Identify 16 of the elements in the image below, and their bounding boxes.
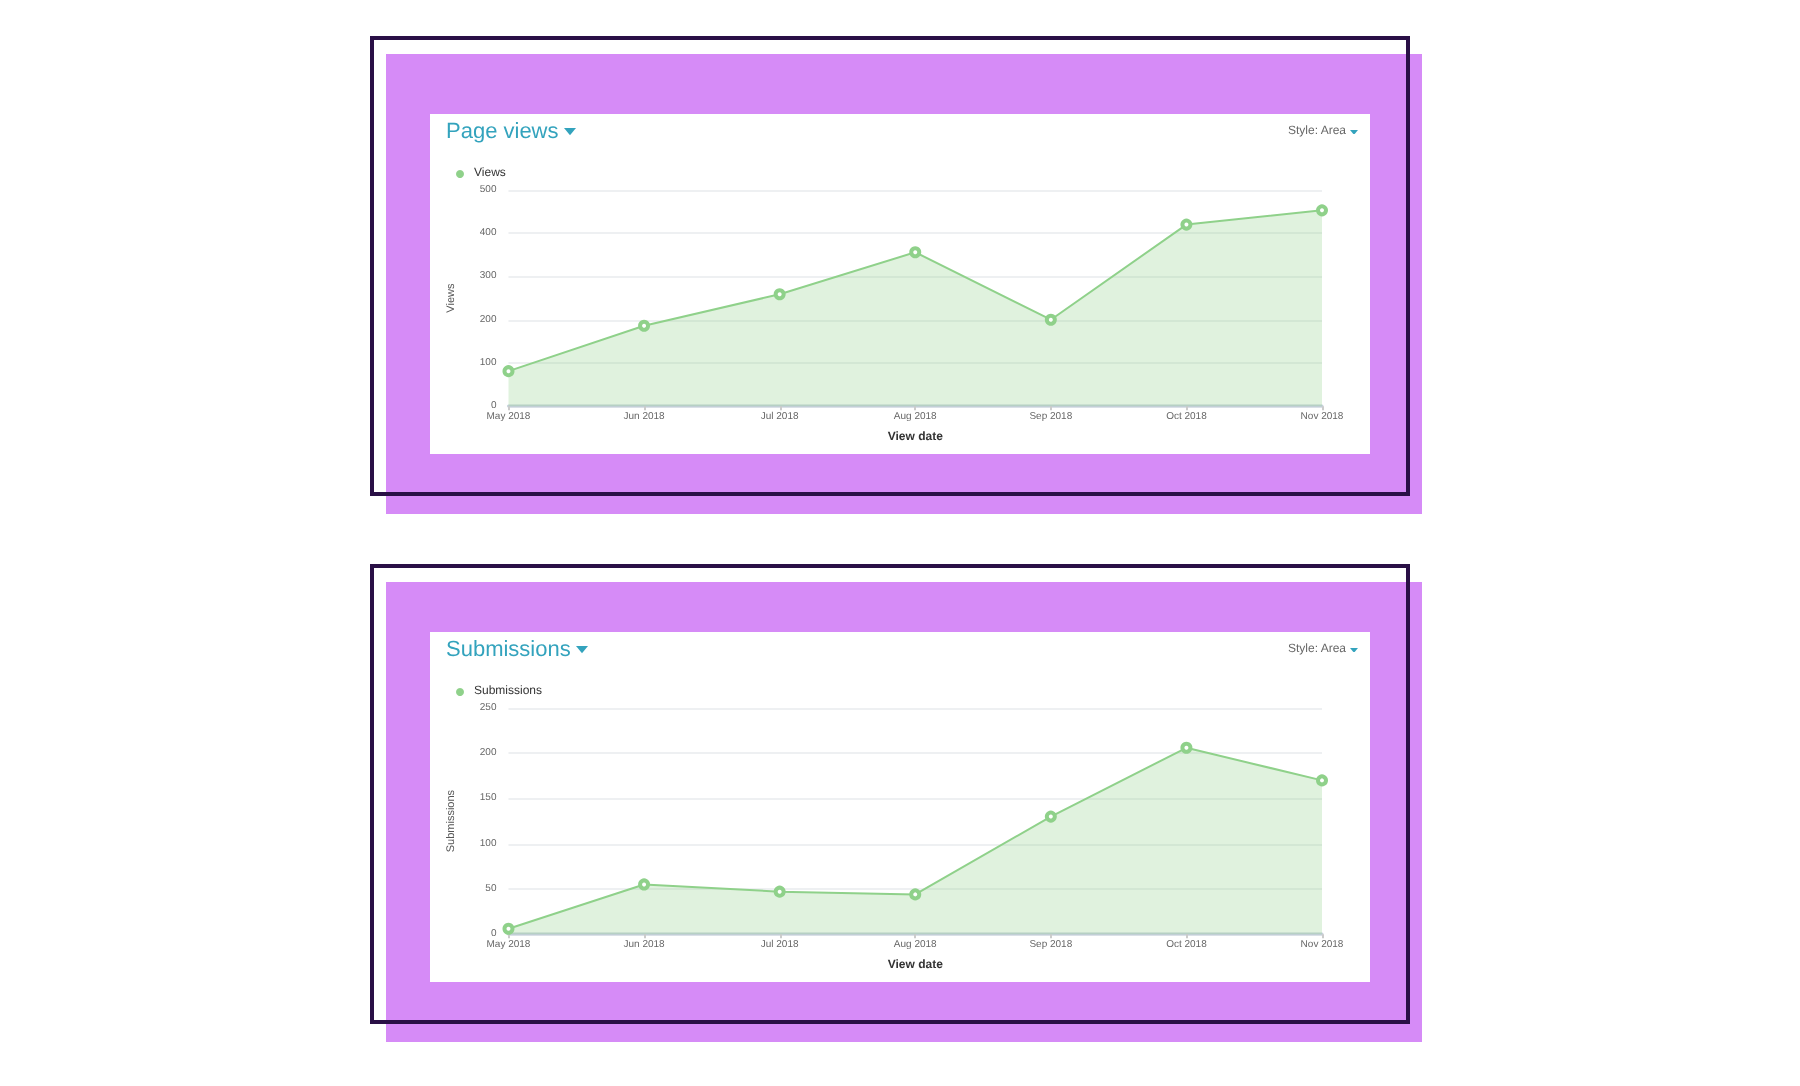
point xyxy=(1316,774,1328,787)
point xyxy=(502,922,515,935)
point xyxy=(638,878,651,891)
point xyxy=(1180,218,1193,231)
chart-title: Page views xyxy=(446,120,559,144)
point xyxy=(1180,741,1193,754)
point xyxy=(909,888,922,901)
point xyxy=(909,246,922,259)
point xyxy=(638,319,651,332)
chart-title: Submissions xyxy=(446,638,571,662)
point xyxy=(502,365,515,378)
point xyxy=(1316,204,1328,217)
point xyxy=(1044,810,1057,823)
point xyxy=(773,288,786,301)
point xyxy=(1044,313,1057,326)
point xyxy=(773,885,786,898)
